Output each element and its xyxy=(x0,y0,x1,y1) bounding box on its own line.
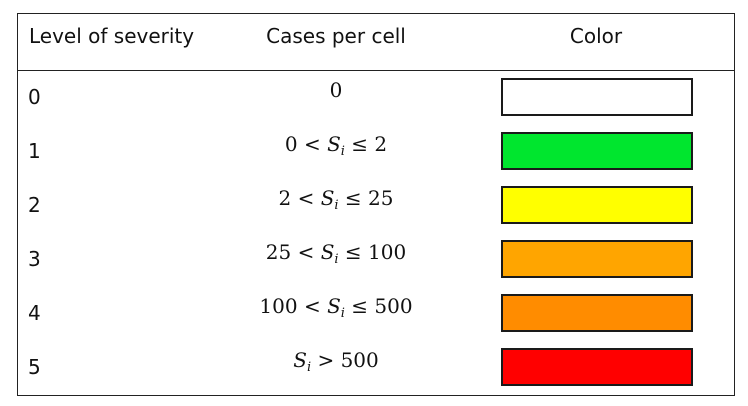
severity-level: 3 xyxy=(28,247,41,271)
color-swatch xyxy=(501,294,693,332)
severity-level: 0 xyxy=(28,85,41,109)
cases-per-cell-value: 2 < Si ≤ 25 xyxy=(278,186,394,213)
table-row-level-3: 3 25 < Si ≤ 100 xyxy=(0,234,748,288)
color-swatch xyxy=(501,348,693,386)
severity-level: 5 xyxy=(28,355,41,379)
table-row-level-4: 4 100 < Si ≤ 500 xyxy=(0,288,748,342)
header-level-of-severity: Level of severity xyxy=(29,24,195,48)
header-divider xyxy=(17,70,735,71)
header-color: Color xyxy=(569,24,623,48)
table-row-level-2: 2 2 < Si ≤ 25 xyxy=(0,180,748,234)
header-cases-per-cell: Cases per cell xyxy=(266,24,406,48)
cases-per-cell-value: Si > 500 xyxy=(293,348,379,375)
color-swatch xyxy=(501,132,693,170)
table-row-level-5: 5 Si > 500 xyxy=(0,342,748,396)
severity-level: 1 xyxy=(28,139,41,163)
table-row-level-0: 0 0 xyxy=(0,72,748,126)
cases-per-cell-value: 100 < Si ≤ 500 xyxy=(259,294,413,321)
cases-per-cell-value: 0 < Si ≤ 2 xyxy=(284,132,388,159)
table-row-level-1: 1 0 < Si ≤ 2 xyxy=(0,126,748,180)
color-swatch xyxy=(501,78,693,116)
cases-per-cell-value: 25 < Si ≤ 100 xyxy=(265,240,407,267)
color-swatch xyxy=(501,186,693,224)
severity-level: 2 xyxy=(28,193,41,217)
cases-per-cell-value: 0 xyxy=(329,78,343,102)
color-swatch xyxy=(501,240,693,278)
severity-table xyxy=(17,13,735,396)
severity-level: 4 xyxy=(28,301,41,325)
